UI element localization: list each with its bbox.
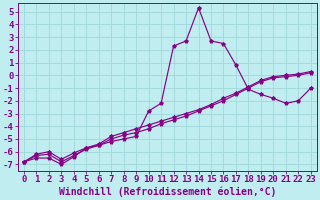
X-axis label: Windchill (Refroidissement éolien,°C): Windchill (Refroidissement éolien,°C) xyxy=(59,187,276,197)
